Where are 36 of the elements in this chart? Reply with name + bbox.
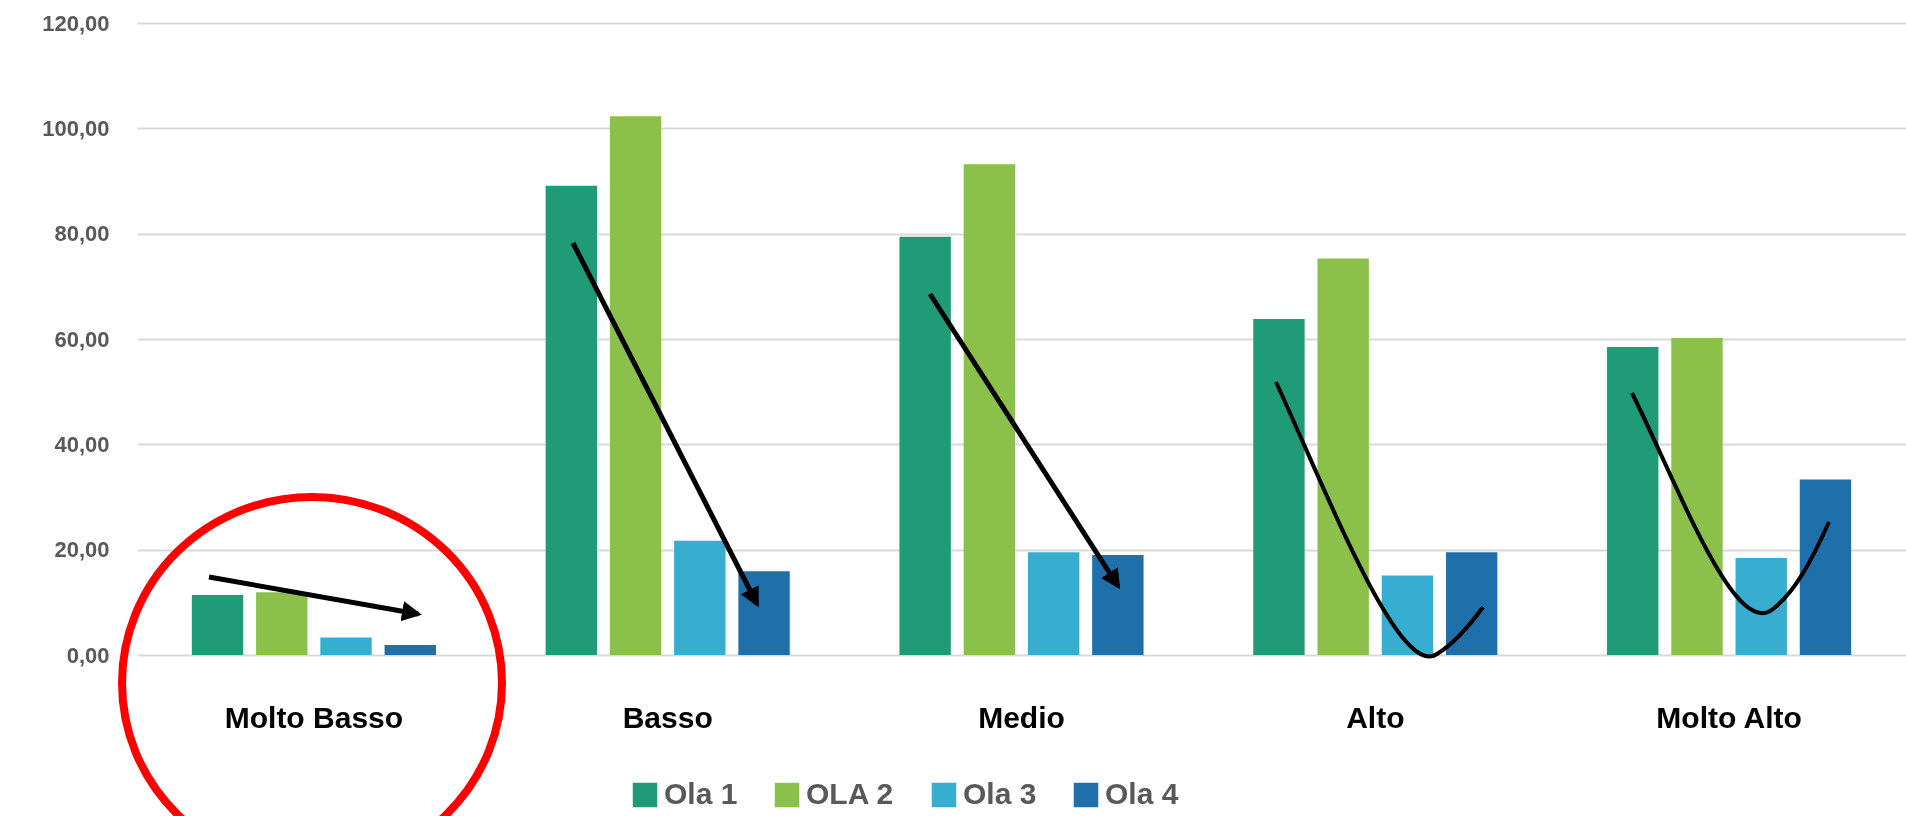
legend-label: Ola 1: [664, 777, 738, 810]
bar: [609, 116, 662, 655]
bar: [1735, 558, 1787, 655]
bar: [1027, 552, 1080, 655]
x-tick-label: Basso: [622, 700, 713, 734]
y-tick-label: 100,00: [42, 115, 110, 141]
bar: [738, 571, 790, 655]
legend-label: Ola 4: [1105, 777, 1179, 810]
y-tick-label: 60,00: [54, 326, 110, 352]
x-tick-label: Molto Alto: [1656, 700, 1802, 734]
x-tick-label: Alto: [1346, 700, 1405, 734]
y-tick-label: 20,00: [54, 537, 110, 563]
bar: [1607, 346, 1659, 655]
bar: [1253, 318, 1305, 655]
y-tick-label: 40,00: [54, 431, 110, 457]
bar: [1671, 337, 1723, 655]
bar: [1381, 575, 1434, 655]
bar: [256, 592, 308, 655]
bar: [674, 540, 726, 655]
bar: [545, 185, 598, 655]
bar: [1092, 554, 1144, 655]
bar: [963, 164, 1016, 655]
x-tick-label: Molto Basso: [224, 700, 404, 734]
x-tick-label: Medio: [978, 700, 1065, 734]
legend-label: OLA 2: [806, 777, 894, 810]
y-tick-label: 80,00: [54, 221, 110, 247]
y-tick-label: 0,00: [66, 642, 110, 668]
y-tick-label: 120,00: [42, 10, 110, 36]
bar: [191, 594, 244, 655]
bar: [320, 637, 372, 655]
bar: [1317, 258, 1369, 655]
bar: [384, 644, 436, 655]
bar: [1799, 479, 1852, 655]
legend-label: Ola 3: [963, 777, 1037, 810]
bar: [899, 236, 951, 655]
bar: [1445, 552, 1498, 655]
